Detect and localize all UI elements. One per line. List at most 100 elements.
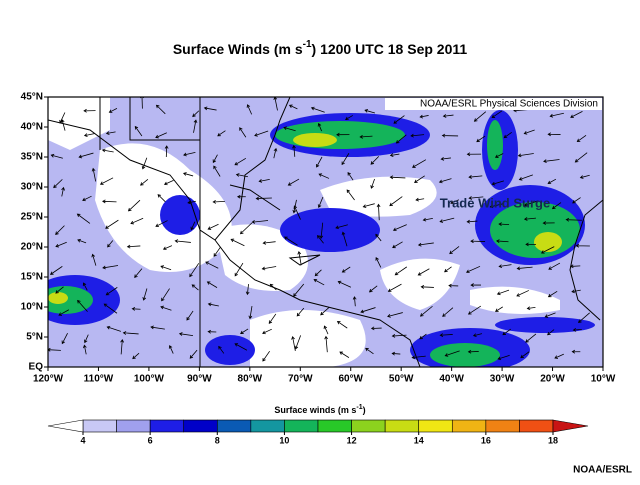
wind-arrow [268, 313, 277, 324]
wind-arrow [574, 152, 588, 163]
lon-label: 50°W [389, 374, 414, 385]
wind-arrow [178, 332, 194, 336]
wind-arrow [516, 266, 533, 271]
wind-arrow [317, 122, 322, 132]
lon-label: 120°W [33, 374, 64, 385]
wind-arrow [440, 156, 451, 161]
wind-arrow [53, 179, 63, 189]
lat-label: 40°N [21, 122, 43, 133]
colorbar-swatch [250, 419, 285, 433]
wind-arrow [293, 283, 305, 297]
wind-arrow [450, 199, 460, 205]
colorbar-swatch [116, 419, 151, 433]
wind-arrow [572, 197, 581, 204]
wind-arrow [314, 269, 322, 277]
colorbar-swatch [485, 419, 520, 433]
wind-arrow [162, 245, 173, 251]
wind-arrow [320, 307, 330, 316]
wind-arrow [212, 154, 218, 164]
wind-arrow [360, 307, 376, 314]
wind-arrow [341, 153, 350, 166]
wind-arrow [518, 174, 533, 181]
wind-arrow [288, 104, 298, 110]
wind-arrow [525, 333, 537, 343]
wind-arrow [217, 130, 226, 137]
colorbar-title: Surface winds (m s-1) [274, 404, 365, 416]
wind-arrow [370, 156, 380, 165]
colorbar-tick-label: 10 [279, 435, 289, 445]
wind-arrow [370, 326, 382, 331]
wind-arrow [183, 152, 196, 157]
wind-arrow [336, 321, 348, 329]
wind-arrow [517, 153, 534, 158]
wind-arrow [394, 266, 408, 276]
wind-arrow [526, 306, 536, 311]
wind-arrow [472, 333, 483, 337]
wind-arrow [49, 266, 63, 275]
wind-arrow [58, 309, 70, 316]
wind-arrow [547, 290, 558, 298]
wind-arrow [417, 242, 434, 247]
colorbar-swatch [519, 419, 554, 433]
wind-arrow [239, 127, 247, 138]
wind-arrow [189, 349, 198, 359]
wind-arrow [127, 199, 141, 212]
wind-arrow [442, 307, 454, 317]
wind-arrow [417, 268, 430, 276]
wind-arrow [251, 220, 269, 224]
wind-arrow [105, 287, 118, 296]
wind-arrow [335, 224, 348, 230]
wind-arrow [107, 240, 114, 248]
wind-arrow [83, 108, 96, 113]
wind-arrow [502, 328, 512, 336]
wind-arrow [420, 285, 434, 289]
wind-arrow [375, 257, 382, 268]
wind-arrow [134, 125, 143, 137]
wind-arrow [547, 178, 557, 185]
wind-arrow [387, 283, 402, 292]
colorbar-tick-label: 16 [481, 435, 491, 445]
wind-arrow [391, 351, 401, 356]
wind-arrow [316, 156, 323, 168]
title-text: Surface Winds (m s [173, 41, 303, 57]
wind-arrow [466, 219, 478, 224]
wind-arrow [255, 196, 272, 201]
wind-arrow [368, 285, 378, 293]
wind-arrow [444, 350, 460, 357]
title-text: ) 1200 UTC 18 Sep 2011 [312, 41, 468, 57]
wind-arrow [336, 132, 350, 137]
credit-box [385, 98, 602, 110]
wind-arrow [419, 114, 429, 119]
lat-label: 25°N [21, 212, 43, 223]
wind-arrow [203, 106, 217, 111]
wind-arrow [448, 283, 459, 288]
wind-arrow [61, 333, 68, 345]
wind-arrow [565, 217, 582, 222]
wind-arrow [60, 119, 66, 131]
wind-arrow [234, 262, 244, 277]
wind-arrow [554, 353, 564, 359]
wind-arrow [523, 129, 535, 135]
colorbar-title-text: ) [363, 405, 366, 415]
wind-arrow [467, 349, 479, 354]
wind-arrow [419, 333, 427, 340]
wind-arrow [105, 131, 116, 135]
colorbar-low-end [47, 419, 84, 433]
wind-arrow [163, 180, 174, 186]
wind-arrow [419, 305, 433, 317]
wind-arrow [287, 178, 300, 186]
colorbar-tick-label: 6 [148, 435, 153, 445]
wind-arrow [262, 240, 276, 245]
wind-arrow [239, 222, 253, 235]
wind-arrow [122, 331, 139, 335]
wind-arrow [140, 178, 149, 186]
map-frame [47, 96, 604, 368]
wind-arrow [240, 328, 249, 335]
wind-arrow [523, 217, 536, 221]
wind-arrow [412, 159, 427, 168]
lon-label: 10°W [591, 374, 616, 385]
colorbar-title-text: Surface winds (m s [274, 405, 356, 415]
wind-arrow [387, 312, 403, 318]
wind-arrow [206, 281, 218, 288]
wind-arrow [441, 133, 459, 138]
